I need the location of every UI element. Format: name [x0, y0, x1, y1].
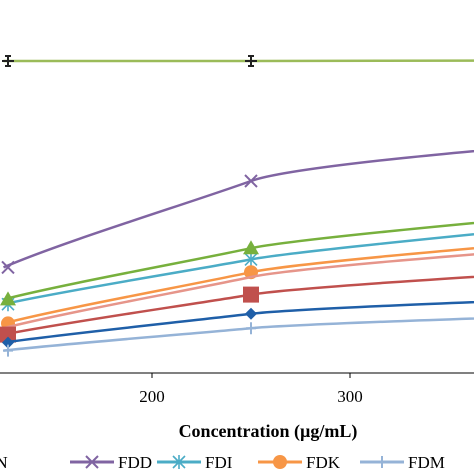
x-tick-label: 200	[139, 387, 165, 406]
series-line	[3, 275, 474, 336]
data-point	[244, 174, 258, 188]
series-unlabeled-3	[0, 221, 474, 306]
series-line	[3, 247, 474, 325]
legend-item-fdi: FDI	[157, 453, 233, 472]
series-unlabeled-6	[0, 275, 474, 343]
data-point	[244, 252, 258, 267]
data-point	[0, 326, 16, 343]
series-fdd	[1, 149, 474, 275]
series-line	[3, 59, 474, 63]
data-point	[243, 240, 259, 255]
series-fdm	[3, 317, 474, 357]
legend-marker	[85, 455, 99, 469]
data-point	[2, 55, 14, 67]
series-line	[3, 221, 474, 301]
legend-item-fdk: FDK	[258, 453, 341, 472]
data-point	[245, 55, 257, 67]
plot-area	[0, 55, 474, 374]
legend-label: FDM	[408, 453, 445, 472]
legend-label: BN	[0, 453, 8, 472]
data-point	[245, 307, 257, 320]
series-line	[3, 253, 474, 330]
series-unlabeled-7	[2, 300, 474, 349]
legend-item-fdm: FDM	[360, 453, 445, 472]
data-point	[243, 286, 259, 303]
series-layer	[0, 55, 474, 357]
data-point	[2, 336, 14, 349]
legend-item-fdd: FDD	[70, 453, 152, 472]
legend-marker	[377, 456, 387, 468]
data-point	[1, 260, 15, 275]
series-unlabeled-0	[2, 55, 474, 67]
x-tick-labels: 200 300	[139, 373, 363, 406]
series-line	[3, 300, 474, 344]
series-line	[3, 317, 474, 352]
legend: BN FDD FDI FDK FDM	[0, 453, 445, 472]
series-line	[3, 232, 474, 306]
legend-label: FDD	[118, 453, 152, 472]
legend-item-bn: BN	[0, 453, 8, 472]
legend-marker	[172, 455, 186, 469]
legend-label: FDK	[306, 453, 341, 472]
data-point	[246, 322, 256, 335]
series-unlabeled-5	[3, 253, 474, 330]
legend-marker	[273, 455, 287, 469]
data-point	[0, 291, 16, 306]
legend-label: FDI	[205, 453, 233, 472]
data-point	[3, 344, 13, 357]
x-tick-label: 300	[337, 387, 363, 406]
series-line	[3, 149, 474, 269]
x-axis-label: Concentration (µg/mL)	[179, 421, 358, 442]
